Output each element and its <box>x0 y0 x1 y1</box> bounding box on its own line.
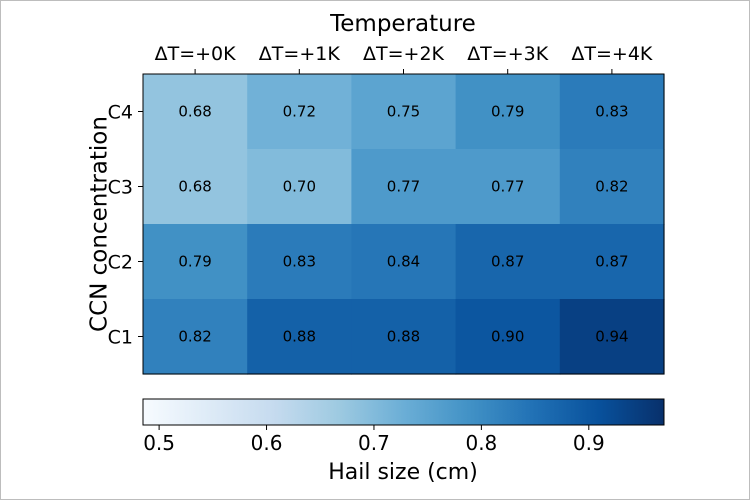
cell-value-label: 0.77 <box>387 178 420 196</box>
heatmap-cell <box>247 299 352 375</box>
cell-value-label: 0.94 <box>595 328 628 346</box>
y-tick-label: C2 <box>108 252 133 274</box>
x-tick-label: ΔT=+2K <box>363 43 445 65</box>
heatmap-cell <box>247 149 352 225</box>
heatmap-cell <box>351 74 457 150</box>
x-tick-label: ΔT=+0K <box>155 43 237 65</box>
colorbar <box>142 398 665 426</box>
cell-value-label: 0.72 <box>283 103 316 121</box>
heatmap-cell <box>351 149 457 225</box>
colorbar-tick-label: 0.9 <box>573 431 605 455</box>
cell-value-label: 0.82 <box>178 328 211 346</box>
x-tick-label: ΔT=+3K <box>467 43 549 65</box>
heatmap-cell <box>247 224 352 300</box>
plot-border <box>142 73 665 375</box>
colorbar-tick-label: 0.8 <box>465 431 497 455</box>
heatmap-cell <box>559 224 665 300</box>
x-tick-label: ΔT=+4K <box>571 43 653 65</box>
chart-title: Temperature <box>329 11 476 37</box>
heatmap-cell <box>143 74 248 150</box>
cell-value-label: 0.68 <box>178 103 211 121</box>
heatmap-cell <box>351 224 457 300</box>
heatmap-cell <box>247 74 352 150</box>
cell-value-label: 0.77 <box>491 178 524 196</box>
heatmap-cell <box>455 299 561 375</box>
cell-value-label: 0.88 <box>387 328 420 346</box>
heatmap-cell <box>455 224 561 300</box>
heatmap-cell <box>559 149 665 225</box>
heatmap-value-labels: 0.68 0.72 0.75 0.79 0.83 0.68 0.70 0.77 0.77 0.82… <box>178 103 628 346</box>
colorbar-tick-label: 0.7 <box>358 431 390 455</box>
heatmap-cell <box>559 74 665 150</box>
cell-value-label: 0.70 <box>283 178 316 196</box>
cell-value-label: 0.90 <box>491 328 524 346</box>
y-tick-label: C3 <box>108 177 133 199</box>
cell-value-label: 0.87 <box>491 253 524 271</box>
colorbar-tick-label: 0.5 <box>143 431 175 455</box>
heatmap-cell <box>143 224 248 300</box>
cell-value-label: 0.83 <box>595 103 628 121</box>
colorbar-label: Hail size (cm) <box>328 460 478 485</box>
cell-value-label: 0.88 <box>283 328 316 346</box>
heatmap-cells <box>143 74 665 375</box>
heatmap-cell <box>143 149 248 225</box>
heatmap-cell <box>455 149 561 225</box>
colorbar-ticks: 0.5 0.6 0.7 0.8 0.9 <box>143 425 605 455</box>
heatmap-cell <box>143 299 248 375</box>
y-axis-tick-labels: C4 C3 C2 C1 <box>108 102 143 349</box>
heatmap-cell <box>455 74 561 150</box>
y-tick-label: C4 <box>108 102 133 124</box>
cell-value-label: 0.79 <box>491 103 524 121</box>
cell-value-label: 0.79 <box>178 253 211 271</box>
cell-value-label: 0.84 <box>387 253 420 271</box>
cell-value-label: 0.68 <box>178 178 211 196</box>
cell-value-label: 0.82 <box>595 178 628 196</box>
x-axis-tick-labels: ΔT=+0K ΔT=+1K ΔT=+2K ΔT=+3K ΔT=+4K <box>155 43 653 74</box>
cell-value-label: 0.87 <box>595 253 628 271</box>
x-tick-label: ΔT=+1K <box>259 43 341 65</box>
heatmap-cell <box>351 299 457 375</box>
cell-value-label: 0.83 <box>283 253 316 271</box>
y-axis-label: CCN concentration <box>87 116 113 332</box>
heatmap-cell <box>559 299 665 375</box>
colorbar-tick-label: 0.6 <box>251 431 283 455</box>
y-tick-label: C1 <box>108 327 133 349</box>
cell-value-label: 0.75 <box>387 103 420 121</box>
